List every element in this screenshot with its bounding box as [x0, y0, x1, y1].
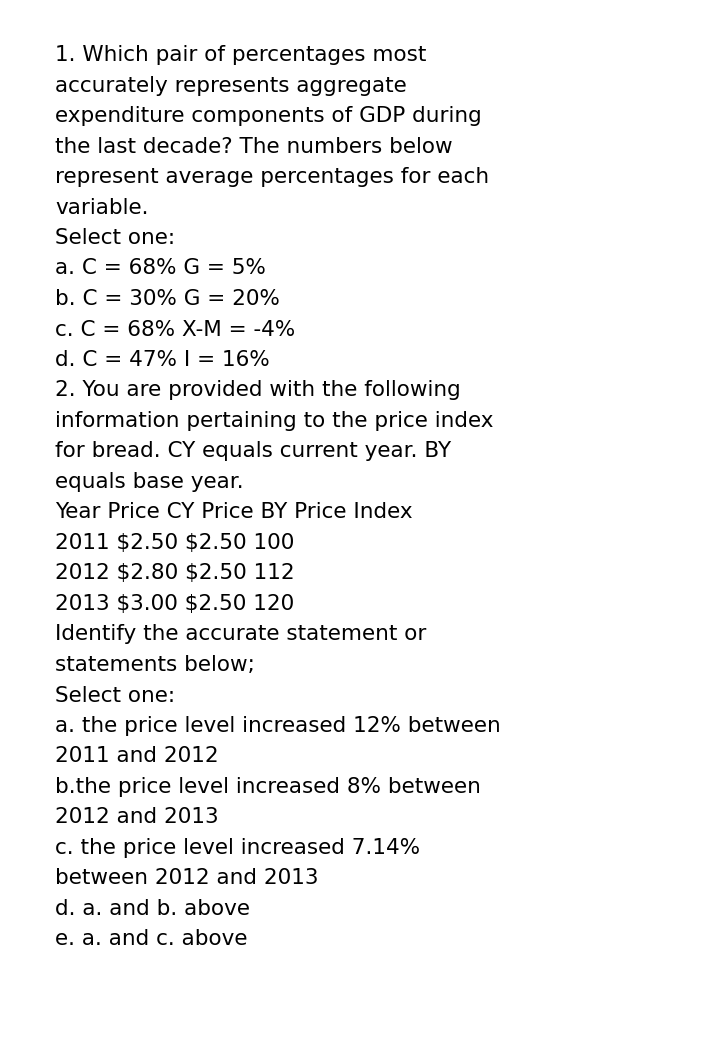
Text: equals base year.: equals base year.	[55, 472, 243, 492]
Text: for bread. CY equals current year. BY: for bread. CY equals current year. BY	[55, 441, 451, 462]
Text: Select one:: Select one:	[55, 685, 175, 706]
Text: variable.: variable.	[55, 197, 148, 218]
Text: c. C = 68% X-M = -4%: c. C = 68% X-M = -4%	[55, 320, 295, 339]
Text: 2012 and 2013: 2012 and 2013	[55, 808, 219, 827]
Text: e. a. and c. above: e. a. and c. above	[55, 929, 248, 950]
Text: accurately represents aggregate: accurately represents aggregate	[55, 76, 407, 95]
Text: 2013 \$3.00 \$2.50 120: 2013 \$3.00 \$2.50 120	[55, 594, 294, 614]
Text: information pertaining to the price index: information pertaining to the price inde…	[55, 411, 493, 431]
Text: 2. You are provided with the following: 2. You are provided with the following	[55, 381, 461, 401]
Text: Select one:: Select one:	[55, 228, 175, 248]
Text: Identify the accurate statement or: Identify the accurate statement or	[55, 625, 426, 645]
Text: a. the price level increased 12% between: a. the price level increased 12% between	[55, 716, 500, 736]
Text: represent average percentages for each: represent average percentages for each	[55, 167, 489, 187]
Text: b. C = 30% G = 20%: b. C = 30% G = 20%	[55, 289, 280, 309]
Text: a. C = 68% G = 5%: a. C = 68% G = 5%	[55, 258, 266, 278]
Text: Year Price CY Price BY Price Index: Year Price CY Price BY Price Index	[55, 502, 413, 522]
Text: between 2012 and 2013: between 2012 and 2013	[55, 869, 318, 889]
Text: the last decade? The numbers below: the last decade? The numbers below	[55, 137, 453, 157]
Text: d. a. and b. above: d. a. and b. above	[55, 899, 250, 919]
Text: c. the price level increased 7.14%: c. the price level increased 7.14%	[55, 838, 420, 858]
Text: 2011 \$2.50 \$2.50 100: 2011 \$2.50 \$2.50 100	[55, 532, 294, 553]
Text: d. C = 47% I = 16%: d. C = 47% I = 16%	[55, 350, 270, 370]
Text: statements below;: statements below;	[55, 655, 255, 675]
Text: 2012 \$2.80 \$2.50 112: 2012 \$2.80 \$2.50 112	[55, 564, 294, 583]
Text: 1. Which pair of percentages most: 1. Which pair of percentages most	[55, 45, 426, 65]
Text: b.the price level increased 8% between: b.the price level increased 8% between	[55, 777, 481, 797]
Text: expenditure components of GDP during: expenditure components of GDP during	[55, 106, 482, 126]
Text: 2011 and 2012: 2011 and 2012	[55, 746, 219, 766]
